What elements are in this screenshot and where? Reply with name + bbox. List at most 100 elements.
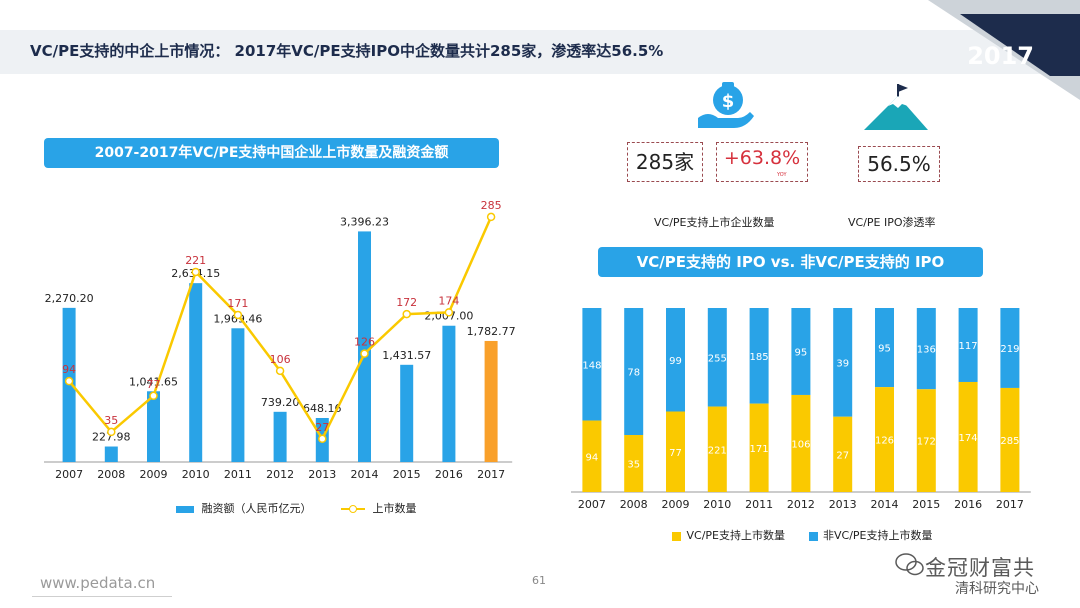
stack-vcpe-2016 xyxy=(958,381,978,492)
bar-label-2014: 3,396.23 xyxy=(340,215,389,228)
bar-2016 xyxy=(442,325,456,462)
bar-2009 xyxy=(147,391,160,462)
legend-line-label: 上市数量 xyxy=(372,502,417,515)
bar-label-2017: 1,782.77 xyxy=(467,325,516,338)
line-point-2009 xyxy=(149,391,158,401)
watermark-line2: 清科研究中心 xyxy=(955,581,1039,597)
stack-vcpe-label-2007: 94 xyxy=(586,452,599,463)
line-point-2007 xyxy=(64,376,74,386)
stack-vcpe-label-2017: 285 xyxy=(1000,436,1019,447)
line-label-2009: 77 xyxy=(147,378,161,391)
stack-nonvcpe-label-2007: 148 xyxy=(582,360,601,371)
line-label-2016: 174 xyxy=(438,294,459,307)
wechat-icon xyxy=(895,553,924,576)
bar-label-2007: 2,270.20 xyxy=(45,292,94,305)
kpi-growth-yoy: YOY xyxy=(777,172,787,178)
left-chart-title: 2007-2017年VC/PE支持中国企业上市数量及融资金额 xyxy=(44,138,499,168)
stack-nonvcpe-label-2012: 95 xyxy=(795,347,808,358)
x-tick-2008: 2008 xyxy=(620,498,648,511)
stack-nonvcpe-label-2011: 185 xyxy=(750,352,769,363)
bar-2008 xyxy=(104,446,118,462)
stack-nonvcpe-2014 xyxy=(875,308,894,388)
line-point-2010 xyxy=(191,267,200,277)
stack-nonvcpe-2016 xyxy=(958,308,978,382)
stack-nonvcpe-2011 xyxy=(749,308,769,404)
stack-vcpe-2007 xyxy=(582,420,602,492)
bar-label-2009: 1,041.65 xyxy=(129,375,178,388)
x-tick-2009: 2009 xyxy=(140,468,168,481)
legend-vcpe-label: VC/PE支持上市数量 xyxy=(686,529,786,542)
line-label-2017: 285 xyxy=(481,199,502,212)
line-point-2008 xyxy=(107,427,116,437)
line-point-2012 xyxy=(275,366,285,376)
stack-vcpe-2012 xyxy=(791,394,811,492)
stack-vcpe-2015 xyxy=(916,389,936,492)
stack-vcpe-label-2010: 221 xyxy=(708,445,727,456)
bar-2017 xyxy=(484,340,498,462)
stack-vcpe-label-2011: 171 xyxy=(750,444,769,455)
corner-decoration xyxy=(928,0,1080,100)
stack-nonvcpe-2009 xyxy=(666,308,685,412)
legend-vcpe-swatch xyxy=(672,531,681,541)
x-tick-2015: 2015 xyxy=(912,498,940,511)
stack-vcpe-label-2013: 27 xyxy=(836,450,849,461)
stack-vcpe-label-2009: 77 xyxy=(669,448,682,459)
x-tick-2017: 2017 xyxy=(996,498,1024,511)
legend-line-swatch xyxy=(341,505,365,513)
right-chart: 148 94 2007 78 35 2008 99 77 2009 255 221 2010 185 17… xyxy=(571,308,1031,511)
legend-bar-label: 融资额（人民币亿元） xyxy=(201,502,312,515)
x-tick-2010: 2010 xyxy=(703,498,731,511)
line-label-2015: 172 xyxy=(396,296,417,309)
legend-nonvcpe-swatch xyxy=(808,531,818,541)
line-point-2015 xyxy=(402,309,411,319)
x-tick-2011: 2011 xyxy=(224,468,252,481)
line-label-2014: 126 xyxy=(354,336,375,349)
footer-url[interactable]: www.pedata.cn xyxy=(40,574,156,592)
bar-2014 xyxy=(358,231,371,462)
stack-nonvcpe-2013 xyxy=(833,308,853,417)
x-tick-2010: 2010 xyxy=(182,468,210,481)
stack-nonvcpe-2007 xyxy=(582,308,602,421)
line-point-2013 xyxy=(318,434,327,444)
stack-nonvcpe-2017 xyxy=(1000,308,1020,388)
line-label-2011: 171 xyxy=(227,297,248,310)
x-tick-2012: 2012 xyxy=(787,498,815,511)
stack-vcpe-label-2012: 106 xyxy=(791,439,810,450)
x-tick-2014: 2014 xyxy=(871,498,899,511)
right-legend: VC/PE支持上市数量 非VC/PE支持上市数量 xyxy=(672,527,933,543)
bar-2012 xyxy=(273,411,287,462)
line-label-2007: 94 xyxy=(62,363,76,376)
left-chart: 2,270.202007227.9820081,041.6520092,634.… xyxy=(44,199,516,481)
bar-2015 xyxy=(400,364,414,462)
x-tick-2007: 2007 xyxy=(55,468,83,481)
stack-nonvcpe-label-2017: 219 xyxy=(1000,344,1019,355)
legend-bar-swatch xyxy=(176,505,194,513)
line-label-2013: 27 xyxy=(315,421,329,434)
page-title: VC/PE支持的中企上市情况： 2017年VC/PE支持IPO中企数量共计285… xyxy=(30,42,664,60)
bar-2010 xyxy=(189,283,203,462)
x-tick-2011: 2011 xyxy=(745,498,773,511)
stack-vcpe-label-2015: 172 xyxy=(917,437,936,448)
x-tick-2016: 2016 xyxy=(435,468,463,481)
stack-vcpe-2017 xyxy=(1000,387,1020,492)
x-tick-2014: 2014 xyxy=(351,468,379,481)
title-bar xyxy=(0,30,1080,74)
stack-vcpe-label-2008: 35 xyxy=(627,460,640,471)
stack-nonvcpe-label-2010: 255 xyxy=(708,353,727,364)
x-tick-2008: 2008 xyxy=(97,468,125,481)
x-tick-2013: 2013 xyxy=(829,498,857,511)
bar-label-2008: 227.98 xyxy=(92,431,131,444)
kpi-count: 285家 xyxy=(627,142,703,182)
x-tick-2016: 2016 xyxy=(954,498,982,511)
line-label-2012: 106 xyxy=(270,353,291,366)
corner-navy-band xyxy=(960,14,1080,76)
kpi-count-label: VC/PE支持上市企业数量 xyxy=(654,216,775,229)
line-label-2008: 35 xyxy=(104,414,118,427)
x-tick-2015: 2015 xyxy=(393,468,421,481)
stack-nonvcpe-label-2008: 78 xyxy=(627,368,640,379)
money-bag-hand-icon: $ xyxy=(698,82,754,128)
stack-vcpe-2011 xyxy=(749,403,769,492)
x-tick-2013: 2013 xyxy=(308,468,336,481)
page-number: 61 xyxy=(532,574,546,587)
stack-vcpe-2014 xyxy=(875,387,894,492)
